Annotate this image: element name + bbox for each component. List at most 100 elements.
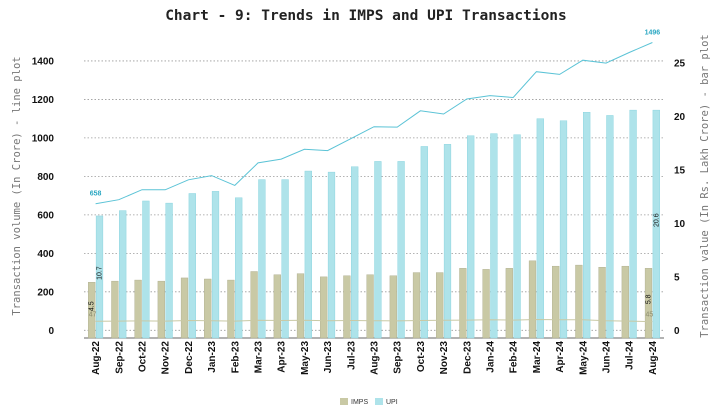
- bar-imps-Mar-24: [528, 260, 537, 339]
- legend-swatch-upi: [375, 398, 383, 405]
- chart-title: Chart - 9: Trends in IMPS and UPI Transa…: [165, 8, 567, 24]
- grid: [84, 60, 664, 339]
- y-right-tick-label: 5: [674, 272, 680, 283]
- bar-imps-May-23: [296, 273, 305, 339]
- x-tick-label: Sep-22: [114, 341, 125, 374]
- bar-upi-Jun-23: [327, 171, 336, 339]
- y-left-tick-label: 200: [37, 287, 54, 298]
- bar-imps-Sep-23: [389, 275, 397, 339]
- bar-imps-Jul-23: [343, 275, 351, 339]
- bar-upi-Aug-23: [374, 161, 382, 339]
- y-axis-left: 0 200 400 600 800 1000 1200 1400: [32, 56, 55, 336]
- bar-upi-Feb-23: [235, 197, 243, 339]
- y-left-tick-label: 1200: [32, 95, 55, 106]
- bar-imps-Apr-24: [552, 265, 560, 339]
- bar-upi-Oct-23: [420, 146, 428, 339]
- bar-upi-Aug-24: [652, 109, 660, 339]
- x-tick-label: Nov-23: [439, 341, 450, 375]
- bar-upi-Dec-23: [467, 135, 475, 339]
- x-tick-label: Apr-24: [555, 341, 566, 373]
- bar-imps-Jun-24: [598, 267, 606, 339]
- legend-swatch-imps: [340, 398, 348, 405]
- bar-imps-Jan-24: [482, 269, 490, 339]
- data-label-upi-value: 10.7: [97, 266, 104, 280]
- line-upi-volume: [95, 42, 653, 205]
- bar-imps-Nov-22: [157, 280, 165, 339]
- y-left-tick-label: 0: [48, 326, 54, 337]
- bar-imps-Oct-22: [134, 279, 142, 339]
- x-tick-label: Aug-23: [370, 341, 381, 375]
- y-right-tick-label: 10: [674, 219, 686, 230]
- legend-label-imps: IMPS: [351, 399, 368, 406]
- data-label-imps-value: 5.8: [646, 294, 653, 304]
- x-tick-label: May-24: [578, 341, 589, 375]
- x-tick-label: Feb-24: [509, 341, 520, 374]
- bar-imps-Aug-22: [88, 282, 96, 339]
- bar-upi-Oct-22: [142, 200, 150, 339]
- bar-imps-Oct-23: [412, 272, 421, 339]
- data-label-upi-volume: 658: [90, 191, 102, 198]
- x-tick-label: Oct-23: [416, 341, 427, 373]
- y-left-tick-label: 600: [37, 210, 54, 221]
- bar-imps-Mar-23: [250, 271, 258, 339]
- y-left-tick-label: 1000: [32, 133, 55, 144]
- bar-upi-Jan-24: [490, 133, 498, 339]
- bar-upi-May-24: [583, 112, 591, 339]
- bar-imps-May-24: [575, 264, 583, 339]
- bar-imps-Sep-22: [111, 280, 119, 339]
- data-label-upi-volume: 1496: [645, 29, 661, 36]
- bar-upi-May-23: [304, 170, 312, 339]
- bar-upi-Jan-23: [211, 191, 220, 339]
- x-tick-label: Jan-23: [207, 341, 218, 373]
- y-axis-left-title: Transaction volume (In Crore) - line plo…: [11, 56, 23, 315]
- bar-imps-Jan-23: [204, 278, 212, 339]
- x-tick-label: Jul-24: [625, 341, 636, 370]
- x-tick-label: Jan-24: [486, 341, 497, 373]
- bar-upi-Sep-22: [119, 210, 127, 339]
- x-tick-label: Aug-24: [648, 341, 659, 375]
- y-right-tick-label: 15: [674, 165, 686, 176]
- bar-upi-Dec-22: [188, 193, 196, 339]
- x-tick-label: Dec-22: [184, 341, 195, 374]
- bar-upi-Jul-24: [629, 109, 637, 339]
- bar-upi-Mar-23: [258, 179, 266, 339]
- bar-imps-Feb-24: [505, 268, 513, 339]
- bar-upi-Nov-22: [165, 202, 173, 339]
- line-imps-volume: [95, 318, 653, 323]
- bar-imps-Aug-24: [644, 268, 653, 339]
- lines: [95, 42, 653, 323]
- bar-imps-Feb-23: [227, 279, 235, 339]
- y-axis-right: 0 5 10 15 20 25: [674, 59, 686, 337]
- x-tick-label: Jul-23: [346, 341, 357, 370]
- legend: IMPS UPI: [340, 398, 398, 406]
- x-tick-label: Mar-23: [254, 341, 265, 374]
- x-tick-label: Feb-23: [230, 341, 241, 374]
- y-right-tick-label: 0: [674, 326, 680, 337]
- bar-imps-Jun-23: [320, 276, 328, 339]
- y-left-tick-label: 1400: [32, 56, 55, 67]
- x-tick-label: Jun-24: [602, 341, 613, 374]
- y-right-tick-label: 20: [674, 112, 686, 123]
- bar-upi-Mar-24: [536, 118, 544, 339]
- y-left-tick-label: 800: [37, 172, 54, 183]
- bar-upi-Jun-24: [606, 115, 614, 339]
- bar-imps-Jul-24: [621, 265, 629, 339]
- data-labels: 658 1496 47 45 10.7 20.6 4.5 5.8: [89, 29, 661, 318]
- y-right-tick-label: 25: [674, 59, 686, 70]
- y-left-tick-label: 400: [37, 249, 54, 260]
- bar-imps-Aug-23: [366, 274, 374, 339]
- bar-upi-Apr-24: [559, 120, 568, 339]
- x-tick-label: Mar-24: [532, 341, 543, 374]
- bar-imps-Dec-23: [459, 268, 467, 339]
- data-label-imps-volume: 47: [89, 311, 97, 318]
- data-label-imps-volume: 45: [646, 312, 654, 319]
- x-tick-label: Nov-22: [161, 341, 172, 375]
- x-tick-label: Oct-22: [138, 341, 149, 373]
- bar-upi-Sep-23: [397, 161, 405, 339]
- x-tick-label: May-23: [300, 341, 311, 375]
- x-tick-label: Sep-23: [393, 341, 404, 374]
- x-axis: Aug-22 Sep-22 Oct-22 Nov-22 Dec-22 Jan-23 Feb-…: [91, 341, 659, 375]
- x-tick-label: Jun-23: [323, 341, 334, 374]
- bar-upi-Apr-23: [281, 179, 289, 339]
